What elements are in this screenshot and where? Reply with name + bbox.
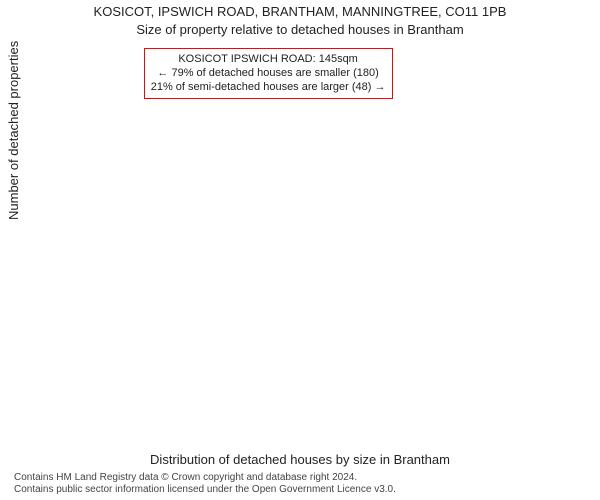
y-axis-label: Number of detached properties: [6, 41, 21, 220]
chart-title-line1: KOSICOT, IPSWICH ROAD, BRANTHAM, MANNING…: [0, 4, 600, 19]
annotation-line3: 21% of semi-detached houses are larger (…: [151, 81, 386, 95]
annotation-line1: KOSICOT IPSWICH ROAD: 145sqm: [151, 53, 386, 67]
footer-line1: Contains HM Land Registry data © Crown c…: [14, 472, 586, 484]
annotation-line2: ← 79% of detached houses are smaller (18…: [151, 67, 386, 81]
footer-attribution: Contains HM Land Registry data © Crown c…: [14, 472, 586, 496]
x-axis-label: Distribution of detached houses by size …: [0, 452, 600, 467]
footer-line2: Contains public sector information licen…: [14, 484, 586, 496]
chart-title-line2: Size of property relative to detached ho…: [0, 22, 600, 37]
annotation-box: KOSICOT IPSWICH ROAD: 145sqm ← 79% of de…: [144, 48, 393, 99]
chart-svg: 0102030405060708052sqm81sqm109sqm137sqm1…: [56, 42, 582, 442]
chart-container: KOSICOT, IPSWICH ROAD, BRANTHAM, MANNING…: [0, 0, 600, 500]
